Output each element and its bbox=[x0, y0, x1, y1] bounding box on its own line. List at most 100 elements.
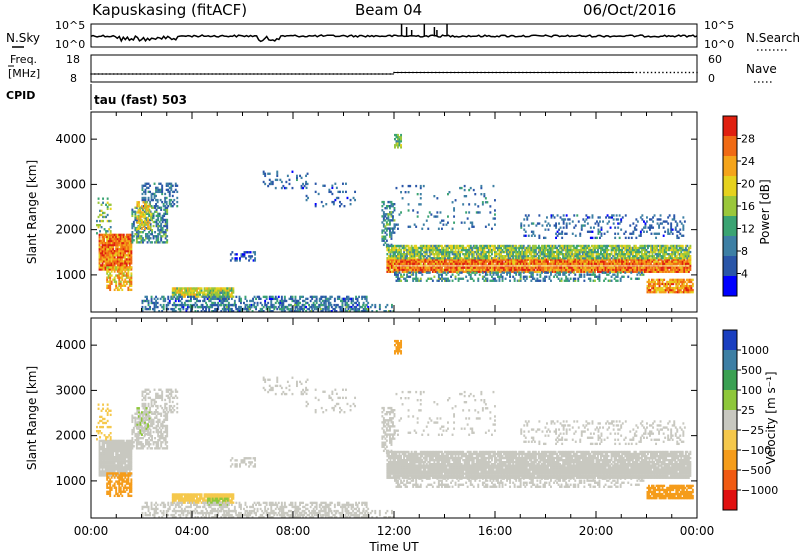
power-cell bbox=[118, 262, 121, 265]
power-cell bbox=[118, 268, 121, 271]
power-cell bbox=[101, 258, 104, 261]
power-cell bbox=[331, 186, 334, 190]
power-cell bbox=[462, 262, 465, 265]
power-cell bbox=[519, 258, 522, 261]
power-cell bbox=[475, 258, 478, 261]
power-cell bbox=[541, 258, 543, 261]
power-cell bbox=[288, 182, 291, 186]
power-cell bbox=[475, 271, 478, 274]
power-cell bbox=[492, 260, 495, 263]
power-cell bbox=[136, 227, 139, 230]
power-cell bbox=[406, 279, 409, 282]
power-cell bbox=[193, 303, 195, 307]
power-cell bbox=[401, 268, 404, 271]
power-cell bbox=[128, 276, 131, 279]
power-cell bbox=[152, 220, 155, 224]
power-cell bbox=[437, 270, 440, 273]
power-cell bbox=[484, 253, 487, 256]
power-cell bbox=[99, 224, 102, 227]
power-cell bbox=[533, 258, 536, 261]
power-cell bbox=[212, 295, 215, 299]
power-cell bbox=[497, 268, 499, 271]
power-cell bbox=[141, 198, 144, 202]
power-cell bbox=[142, 239, 144, 242]
power-cell bbox=[227, 289, 230, 292]
power-cell bbox=[153, 194, 156, 198]
power-cell bbox=[280, 303, 283, 307]
power-cell bbox=[158, 206, 161, 209]
power-cell bbox=[521, 268, 524, 271]
power-cell bbox=[525, 262, 528, 265]
power-cell bbox=[604, 260, 607, 263]
freq-point bbox=[681, 71, 683, 74]
power-cell bbox=[127, 262, 130, 265]
power-cell bbox=[135, 239, 138, 242]
power-cell bbox=[525, 260, 528, 263]
power-cell bbox=[409, 260, 412, 263]
power-cell bbox=[162, 307, 165, 311]
power-cell bbox=[539, 266, 542, 269]
power-cell bbox=[397, 268, 399, 271]
power-cell bbox=[437, 266, 440, 269]
power-cell bbox=[144, 198, 147, 202]
power-cell bbox=[131, 233, 134, 236]
power-cell bbox=[519, 277, 522, 280]
power-cell bbox=[338, 305, 341, 309]
power-cell bbox=[163, 208, 166, 211]
power-cell bbox=[264, 301, 267, 305]
power-cell bbox=[404, 258, 407, 261]
power-cell bbox=[141, 310, 144, 313]
power-cell bbox=[491, 275, 493, 278]
power-cell bbox=[478, 258, 481, 261]
power-cell bbox=[135, 218, 138, 222]
power-cell bbox=[100, 233, 103, 237]
power-cell bbox=[489, 260, 492, 263]
power-cell bbox=[149, 200, 152, 204]
power-cell bbox=[271, 297, 274, 301]
power-cell bbox=[196, 291, 198, 294]
power-cell bbox=[276, 307, 279, 311]
power-cell bbox=[314, 203, 317, 206]
power-cell bbox=[141, 188, 144, 192]
power-cell bbox=[135, 235, 138, 238]
power-cell bbox=[491, 250, 493, 254]
power-cell bbox=[249, 255, 252, 258]
power-cell bbox=[436, 268, 439, 271]
power-cell bbox=[244, 297, 247, 301]
power-cell bbox=[182, 307, 185, 311]
power-cell bbox=[265, 297, 268, 301]
power-cell bbox=[135, 233, 138, 236]
power-cell bbox=[231, 251, 234, 254]
freq-point bbox=[684, 71, 687, 74]
power-cell bbox=[223, 287, 226, 290]
power-cell bbox=[527, 255, 530, 258]
power-cell bbox=[365, 310, 368, 313]
power-cell bbox=[113, 250, 116, 253]
power-cell bbox=[122, 239, 125, 243]
power-cell bbox=[190, 299, 192, 303]
power-cell bbox=[125, 260, 128, 263]
power-cell bbox=[231, 257, 234, 260]
power-cell bbox=[107, 266, 110, 269]
power-cell bbox=[445, 270, 448, 273]
power-cell bbox=[309, 295, 312, 299]
power-cell bbox=[332, 200, 335, 204]
power-cell bbox=[539, 260, 542, 263]
power-cell bbox=[215, 289, 218, 292]
power-cell bbox=[487, 253, 490, 256]
power-cell bbox=[387, 264, 390, 267]
power-cell bbox=[397, 260, 399, 263]
power-cell bbox=[209, 303, 212, 307]
power-cell bbox=[424, 266, 427, 269]
power-cell bbox=[262, 180, 265, 184]
power-cell bbox=[382, 200, 385, 204]
power-cell bbox=[124, 254, 127, 257]
power-cell bbox=[205, 293, 208, 296]
power-cell bbox=[350, 299, 353, 303]
power-cell bbox=[115, 268, 118, 271]
power-cell bbox=[390, 235, 393, 238]
power-cell bbox=[445, 262, 448, 265]
power-cell bbox=[176, 200, 179, 204]
power-cell bbox=[149, 210, 152, 213]
power-cell bbox=[509, 262, 512, 265]
